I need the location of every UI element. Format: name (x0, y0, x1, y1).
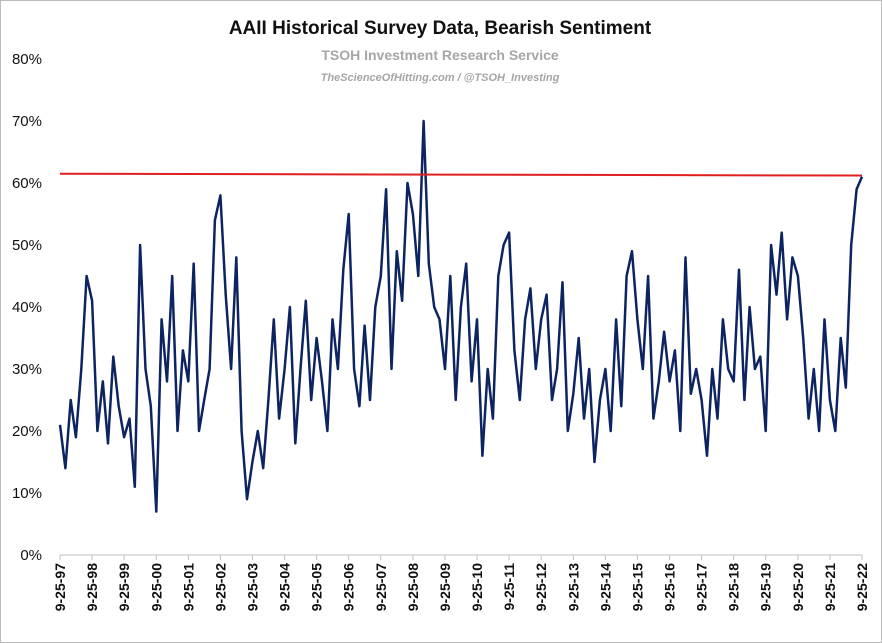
x-tick-label: 9-25-98 (84, 563, 100, 611)
chart-subtitle: TSOH Investment Research Service (321, 47, 559, 63)
x-tick-label: 9-25-11 (501, 563, 517, 611)
y-tick-label: 0% (20, 547, 42, 564)
x-tick-label: 9-25-01 (180, 563, 196, 611)
y-tick-label: 40% (12, 299, 42, 316)
x-tick-label: 9-25-97 (52, 563, 68, 611)
x-tick-label: 9-25-99 (116, 563, 132, 611)
x-tick-label: 9-25-08 (405, 563, 421, 611)
x-tick-label: 9-25-18 (726, 563, 742, 611)
x-tick-label: 9-25-22 (854, 563, 870, 611)
attribution: TheScienceOfHitting.com / @TSOH_Investin… (321, 72, 560, 84)
x-tick-label: 9-25-15 (629, 563, 645, 611)
chart-title: AAII Historical Survey Data, Bearish Sen… (229, 18, 652, 39)
x-tick-label: 9-25-12 (533, 563, 549, 611)
data-line (58, 119, 864, 513)
x-tick-label: 9-25-03 (244, 563, 260, 611)
x-tick-label: 9-25-13 (565, 563, 581, 611)
x-tick-label: 9-25-20 (790, 563, 806, 611)
x-tick-label: 9-25-21 (822, 563, 838, 611)
x-tick-label: 9-25-14 (597, 563, 613, 611)
x-tick-label: 9-25-00 (148, 563, 164, 611)
y-tick-label: 70% (12, 113, 42, 130)
x-tick-label: 9-25-17 (694, 563, 710, 611)
y-tick-label: 50% (12, 237, 42, 254)
x-tick-label: 9-25-16 (662, 563, 678, 611)
x-tick-label: 9-25-09 (437, 563, 453, 611)
y-tick-label: 20% (12, 423, 42, 440)
x-tick-label: 9-25-06 (341, 563, 357, 611)
y-tick-label: 60% (12, 175, 42, 192)
y-tick-label: 80% (12, 51, 42, 68)
x-tick-label: 9-25-04 (277, 563, 293, 611)
x-tick-label: 9-25-07 (373, 563, 389, 611)
x-tick-label: 9-25-10 (469, 563, 485, 611)
reference-line (59, 172, 863, 177)
x-tick-label: 9-25-19 (758, 563, 774, 611)
x-tick-label: 9-25-05 (309, 563, 325, 611)
y-tick-label: 30% (12, 361, 42, 378)
x-tick-label: 9-25-02 (212, 563, 228, 611)
y-tick-label: 10% (12, 485, 42, 502)
